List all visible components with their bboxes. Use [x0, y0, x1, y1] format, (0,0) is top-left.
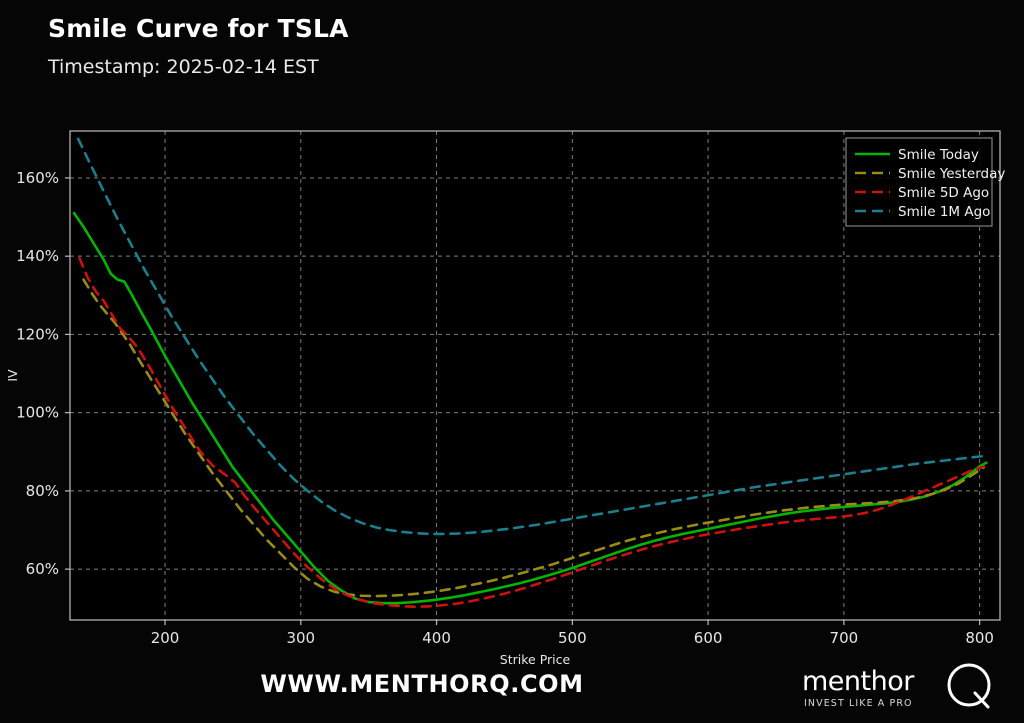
axes-group: 200 300 400 500 600 700 800 60% 80% 100% 120% 140% 1…	[16, 169, 994, 647]
page-title: Smile Curve for TSLA	[48, 14, 349, 43]
brand-wordmark: menthor	[802, 666, 914, 697]
y-tick-label: 120%	[16, 325, 59, 343]
series-group	[72, 137, 988, 608]
x-tick-label: 600	[694, 629, 723, 647]
timestamp-subtitle: Timestamp: 2025-02-14 EST	[48, 56, 319, 78]
x-tick-label: 500	[558, 629, 587, 647]
y-tick-label: 100%	[16, 404, 59, 422]
x-tick-label: 800	[965, 629, 994, 647]
legend-label: Smile 1M Ago	[898, 204, 990, 220]
series-line-smile-5d-ago	[78, 256, 986, 608]
footer-website-url: WWW.MENTHORQ.COM	[260, 670, 584, 698]
x-tick-label: 200	[151, 629, 180, 647]
legend-label: Smile Yesterday	[898, 166, 1005, 182]
y-tick-label: 160%	[16, 169, 59, 187]
y-tick-label: 60%	[26, 560, 59, 578]
brand-tagline: INVEST LIKE A PRO	[804, 698, 913, 709]
series-line-smile-yesterday	[82, 278, 986, 598]
legend-label: Smile Today	[898, 147, 979, 163]
series-line-smile-1m-ago	[76, 137, 988, 536]
y-tick-label: 80%	[26, 482, 59, 500]
x-tick-label: 300	[286, 629, 315, 647]
legend-box	[845, 137, 993, 227]
series-line-smile-today	[72, 211, 988, 605]
plot-frame	[69, 130, 1001, 621]
chart-legend: Smile Today Smile Yesterday Smile 5D Ago Sm…	[845, 137, 1005, 227]
y-axis-label: IV	[5, 369, 20, 382]
x-tick-label: 700	[830, 629, 859, 647]
y-tick-label: 140%	[16, 247, 59, 265]
x-axis-label: Strike Price	[500, 652, 571, 667]
x-tick-label: 400	[422, 629, 451, 647]
brand-q-mark-icon	[947, 663, 991, 709]
menthorq-logo: menthor INVEST LIKE A PRO	[802, 663, 1002, 716]
legend-label: Smile 5D Ago	[898, 185, 989, 201]
plot-area-background	[70, 131, 1000, 620]
